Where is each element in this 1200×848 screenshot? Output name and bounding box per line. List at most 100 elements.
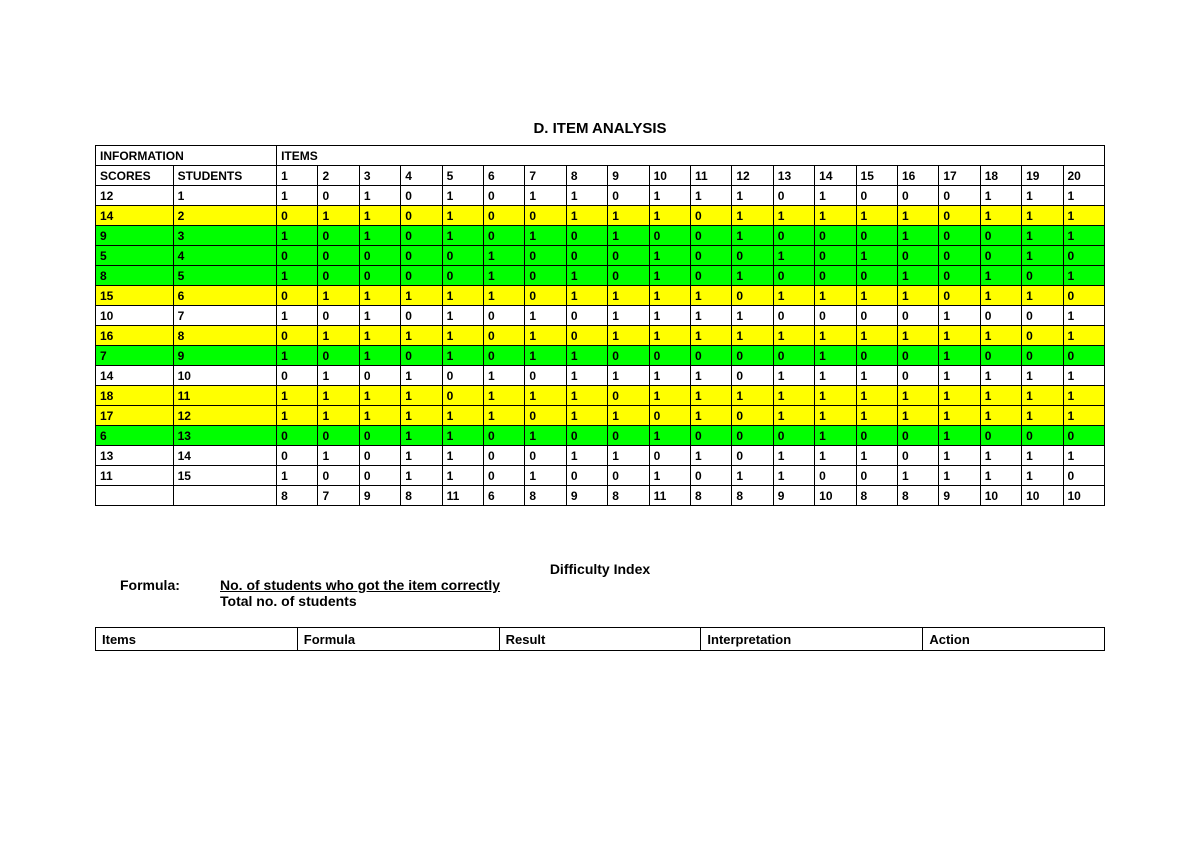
header-item-num: 10 <box>649 166 690 186</box>
value-cell: 0 <box>1022 346 1063 366</box>
value-cell: 0 <box>525 286 566 306</box>
value-cell: 0 <box>359 246 400 266</box>
value-cell: 0 <box>897 306 938 326</box>
value-cell: 0 <box>401 266 442 286</box>
value-cell: 1 <box>1022 286 1063 306</box>
header-item-num: 20 <box>1063 166 1105 186</box>
value-cell: 0 <box>318 466 359 486</box>
student-cell: 8 <box>173 326 276 346</box>
value-cell: 1 <box>566 266 607 286</box>
score-cell: 13 <box>96 446 174 466</box>
value-cell: 1 <box>608 226 649 246</box>
value-cell: 0 <box>318 426 359 446</box>
value-cell: 1 <box>401 426 442 446</box>
value-cell: 1 <box>442 306 483 326</box>
value-cell: 1 <box>401 446 442 466</box>
value-cell: 1 <box>939 406 980 426</box>
value-cell: 1 <box>608 366 649 386</box>
value-cell: 1 <box>980 386 1021 406</box>
value-cell: 1 <box>939 346 980 366</box>
value-cell: 1 <box>980 286 1021 306</box>
value-cell: 1 <box>856 206 897 226</box>
header-item-num: 13 <box>773 166 814 186</box>
value-cell: 1 <box>442 186 483 206</box>
value-cell: 1 <box>359 386 400 406</box>
value-cell: 0 <box>318 266 359 286</box>
difficulty-col-header: Result <box>499 628 701 651</box>
value-cell: 0 <box>359 266 400 286</box>
value-cell: 1 <box>649 306 690 326</box>
value-cell: 1 <box>815 426 856 446</box>
score-cell: 12 <box>96 186 174 206</box>
header-scores: SCORES <box>96 166 174 186</box>
value-cell: 0 <box>773 266 814 286</box>
value-cell: 0 <box>690 466 731 486</box>
value-cell: 0 <box>608 266 649 286</box>
value-cell: 0 <box>525 266 566 286</box>
value-cell: 1 <box>980 186 1021 206</box>
value-cell: 0 <box>401 306 442 326</box>
value-cell: 0 <box>980 426 1021 446</box>
value-cell: 0 <box>773 346 814 366</box>
total-cell: 9 <box>773 486 814 506</box>
value-cell: 1 <box>442 346 483 366</box>
value-cell: 0 <box>484 446 525 466</box>
value-cell: 0 <box>277 246 318 266</box>
value-cell: 0 <box>359 426 400 446</box>
score-cell: 16 <box>96 326 174 346</box>
value-cell: 0 <box>318 306 359 326</box>
total-cell: 10 <box>980 486 1021 506</box>
value-cell: 1 <box>1063 386 1105 406</box>
difficulty-col-header: Interpretation <box>701 628 923 651</box>
value-cell: 1 <box>773 326 814 346</box>
value-cell: 1 <box>815 286 856 306</box>
value-cell: 1 <box>773 466 814 486</box>
value-cell: 0 <box>566 226 607 246</box>
value-cell: 0 <box>525 366 566 386</box>
value-cell: 0 <box>732 346 773 366</box>
value-cell: 1 <box>980 326 1021 346</box>
value-cell: 1 <box>773 246 814 266</box>
student-cell: 12 <box>173 406 276 426</box>
value-cell: 1 <box>401 386 442 406</box>
value-cell: 0 <box>980 346 1021 366</box>
score-cell: 15 <box>96 286 174 306</box>
value-cell: 1 <box>359 406 400 426</box>
value-cell: 1 <box>815 206 856 226</box>
total-cell: 10 <box>1022 486 1063 506</box>
value-cell: 1 <box>1063 446 1105 466</box>
header-item-num: 4 <box>401 166 442 186</box>
value-cell: 0 <box>773 426 814 446</box>
value-cell: 0 <box>359 366 400 386</box>
value-cell: 1 <box>277 226 318 246</box>
difficulty-col-header: Items <box>96 628 298 651</box>
value-cell: 0 <box>856 306 897 326</box>
value-cell: 1 <box>649 366 690 386</box>
value-cell: 1 <box>897 226 938 246</box>
value-cell: 1 <box>566 186 607 206</box>
value-cell: 1 <box>277 406 318 426</box>
value-cell: 1 <box>773 446 814 466</box>
student-cell: 6 <box>173 286 276 306</box>
value-cell: 1 <box>773 206 814 226</box>
value-cell: 0 <box>1063 426 1105 446</box>
value-cell: 0 <box>939 186 980 206</box>
header-item-num: 19 <box>1022 166 1063 186</box>
value-cell: 0 <box>690 226 731 246</box>
difficulty-col-header: Formula <box>297 628 499 651</box>
header-items: ITEMS <box>277 146 1105 166</box>
value-cell: 0 <box>442 246 483 266</box>
value-cell: 0 <box>484 466 525 486</box>
value-cell: 1 <box>318 386 359 406</box>
value-cell: 1 <box>442 406 483 426</box>
value-cell: 1 <box>939 366 980 386</box>
value-cell: 0 <box>690 206 731 226</box>
total-cell: 8 <box>732 486 773 506</box>
value-cell: 0 <box>773 226 814 246</box>
value-cell: 1 <box>1022 406 1063 426</box>
value-cell: 1 <box>732 306 773 326</box>
difficulty-table: ItemsFormulaResultInterpretationAction <box>95 627 1105 651</box>
value-cell: 0 <box>732 406 773 426</box>
value-cell: 1 <box>815 366 856 386</box>
value-cell: 0 <box>318 246 359 266</box>
